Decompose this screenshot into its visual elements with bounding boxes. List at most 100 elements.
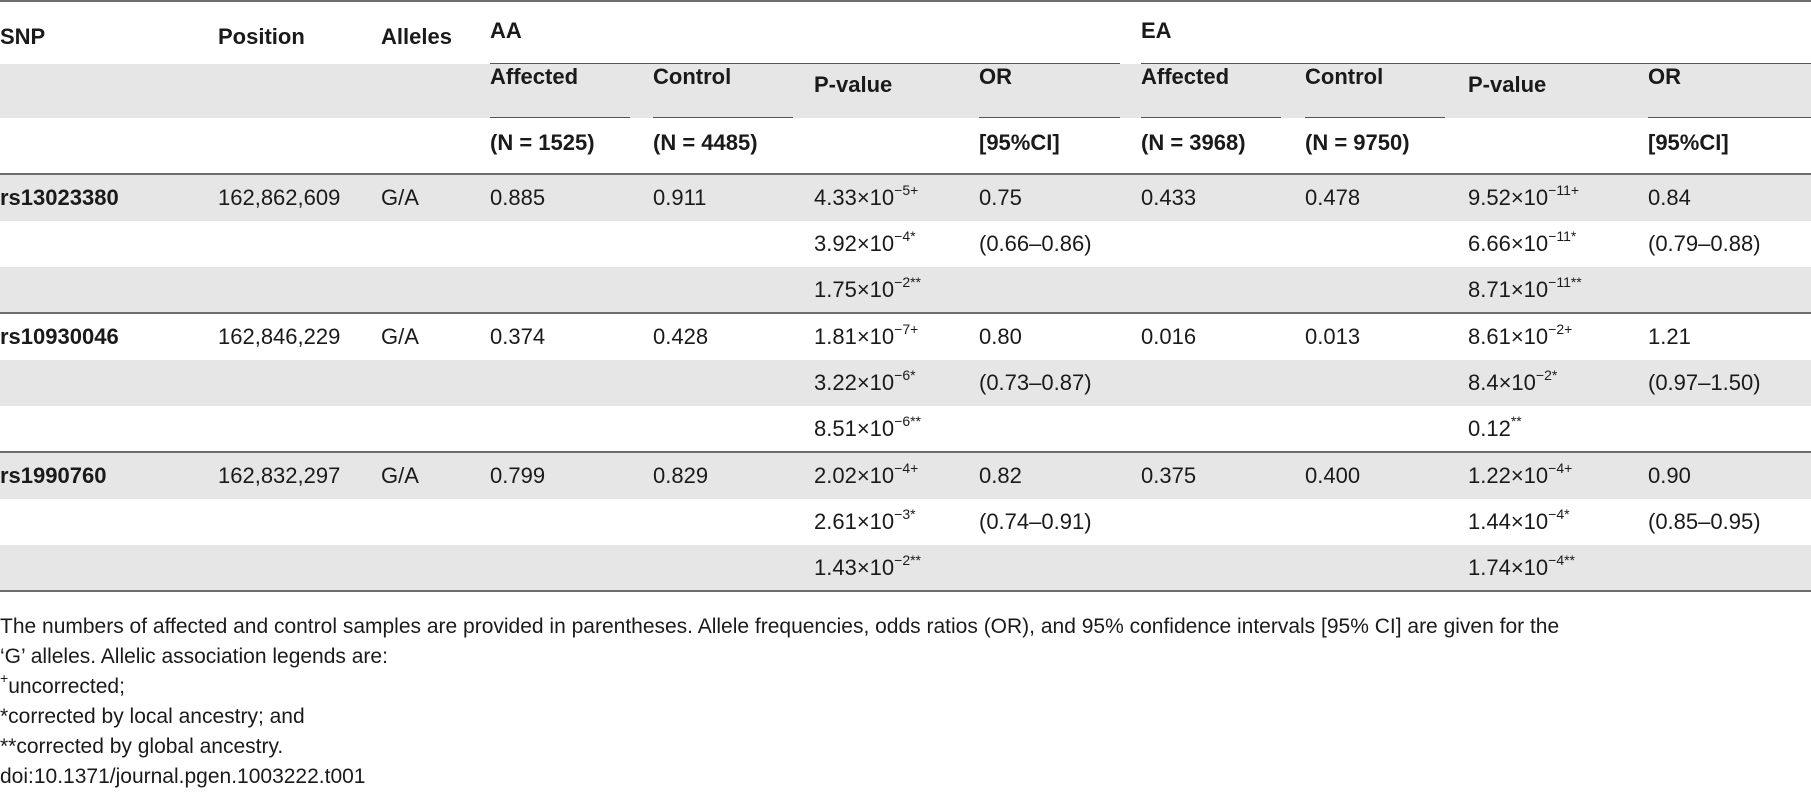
ea-control-value: 0.013 [1305, 324, 1361, 349]
table-row: 1.43×10−2** 1.74×10−4** [0, 545, 1811, 591]
alleles-value: G/A [381, 324, 419, 349]
doi-link[interactable]: doi:10.1371/journal.pgen.1003222.t001 [0, 765, 366, 788]
aa-control-value: 0.829 [653, 463, 709, 488]
alleles-value: G/A [381, 185, 419, 210]
header-row-3: (N = 1525) (N = 4485) [95%CI] (N = 3968)… [0, 118, 1811, 173]
ea-ci-value: (0.97–1.50) [1648, 370, 1761, 395]
header-aa-control: Control [653, 64, 732, 89]
header-row-1: SNP Position Alleles AA EA [0, 2, 1811, 64]
aa-control-rule [653, 117, 793, 118]
aa-or-value: 0.82 [979, 463, 1022, 488]
position-value: 162,832,297 [218, 463, 341, 488]
aa-pvalue-global: 1.43×10−2** [814, 551, 921, 580]
header-aa-or: OR [979, 64, 1012, 89]
header-ea-ci: [95%CI] [1648, 130, 1729, 155]
header-ea-affected: Affected [1141, 64, 1230, 89]
aa-span-rule [490, 63, 1120, 64]
aa-pvalue-global: 1.75×10−2** [814, 273, 921, 302]
header-aa: AA [490, 18, 522, 43]
ea-span-rule [1141, 63, 1811, 64]
ea-or-value: 1.21 [1648, 324, 1691, 349]
ea-ci-value: (0.79–0.88) [1648, 231, 1761, 256]
aa-pvalue-local: 3.92×10−4* [814, 227, 916, 256]
header-aa-ci: [95%CI] [979, 130, 1060, 155]
ea-pvalue-local: 8.4×10−2* [1468, 366, 1558, 395]
table-row: rs1990760 162,832,297 G/A 0.799 0.829 2.… [0, 453, 1811, 499]
table-footnotes: The numbers of affected and control samp… [0, 612, 1811, 792]
ea-affected-value: 0.375 [1141, 463, 1197, 488]
position-value: 162,846,229 [218, 324, 341, 349]
aa-pvalue-local: 3.22×10−6* [814, 366, 916, 395]
ea-or-value: 0.90 [1648, 463, 1691, 488]
aa-ci-value: (0.73–0.87) [979, 370, 1092, 395]
ea-pvalue-local: 6.66×10−11* [1468, 227, 1577, 256]
aa-affected-value: 0.374 [490, 324, 546, 349]
ea-control-value: 0.400 [1305, 463, 1361, 488]
table-row: 8.51×10−6** 0.12** [0, 406, 1811, 452]
table-bottom-rule [0, 590, 1811, 592]
aa-pvalue-uncorrected: 4.33×10−5+ [814, 181, 919, 210]
header-aa-pvalue: P-value [814, 72, 893, 97]
ea-or-value: 0.84 [1648, 185, 1691, 210]
alleles-value: G/A [381, 463, 419, 488]
snp-id: rs10930046 [0, 324, 119, 349]
table-row: 3.22×10−6* (0.73–0.87) 8.4×10−2* (0.97–1… [0, 360, 1811, 406]
ea-pvalue-global: 0.12** [1468, 412, 1522, 441]
table-row: rs10930046 162,846,229 G/A 0.374 0.428 1… [0, 314, 1811, 360]
footnote-global: **corrected by global ancestry. [0, 735, 284, 758]
header-ea-or: OR [1648, 64, 1681, 89]
group-rule [0, 312, 1811, 314]
ea-pvalue-uncorrected: 1.22×10−4+ [1468, 459, 1573, 488]
header-aa-affected: Affected [490, 64, 579, 89]
footnote-local: *corrected by local ancestry; and [0, 705, 305, 728]
aa-pvalue-uncorrected: 1.81×10−7+ [814, 320, 919, 349]
table-top-rule [0, 0, 1811, 2]
ea-affected-value: 0.433 [1141, 185, 1197, 210]
snp-id: rs1990760 [0, 463, 107, 488]
aa-ci-value: (0.66–0.86) [979, 231, 1092, 256]
aa-control-value: 0.428 [653, 324, 709, 349]
ea-control-rule [1305, 117, 1445, 118]
aa-ci-value: (0.74–0.91) [979, 509, 1092, 534]
ea-ci-value: (0.85–0.95) [1648, 509, 1761, 534]
aa-pvalue-local: 2.61×10−3* [814, 505, 916, 534]
table-row: 2.61×10−3* (0.74–0.91) 1.44×10−4* (0.85–… [0, 499, 1811, 545]
aa-or-rule [979, 117, 1120, 118]
header-alleles: Alleles [381, 24, 452, 49]
ea-pvalue-uncorrected: 9.52×10−11+ [1468, 181, 1580, 210]
ea-pvalue-global: 8.71×10−11** [1468, 273, 1582, 302]
aa-or-value: 0.80 [979, 324, 1022, 349]
header-ea-control-n: (N = 9750) [1305, 130, 1410, 155]
position-value: 162,862,609 [218, 185, 341, 210]
footnote-line: The numbers of affected and control samp… [0, 615, 1560, 638]
ea-pvalue-uncorrected: 8.61×10−2+ [1468, 320, 1573, 349]
ea-affected-rule [1141, 117, 1281, 118]
ea-affected-value: 0.016 [1141, 324, 1197, 349]
header-snp: SNP [0, 24, 46, 49]
aa-pvalue-uncorrected: 2.02×10−4+ [814, 459, 919, 488]
aa-affected-value: 0.799 [490, 463, 546, 488]
aa-affected-rule [490, 117, 630, 118]
aa-or-value: 0.75 [979, 185, 1022, 210]
header-ea-pvalue: P-value [1468, 72, 1547, 97]
ea-pvalue-global: 1.74×10−4** [1468, 551, 1575, 580]
header-row-2: Affected Control P-value OR Affected Con… [0, 64, 1811, 118]
header-position: Position [218, 24, 305, 49]
table-row: 1.75×10−2** 8.71×10−11** [0, 267, 1811, 313]
table-row: 3.92×10−4* (0.66–0.86) 6.66×10−11* (0.79… [0, 221, 1811, 267]
table-row: rs13023380 162,862,609 G/A 0.885 0.911 4… [0, 175, 1811, 221]
aa-pvalue-global: 8.51×10−6** [814, 412, 921, 441]
aa-affected-value: 0.885 [490, 185, 546, 210]
ea-or-rule [1648, 117, 1811, 118]
header-aa-control-n: (N = 4485) [653, 130, 758, 155]
footnote-uncorrected: +uncorrected; [0, 670, 125, 698]
ea-pvalue-local: 1.44×10−4* [1468, 505, 1570, 534]
header-aa-affected-n: (N = 1525) [490, 130, 595, 155]
footnote-line: ‘G’ alleles. Allelic association legends… [0, 645, 388, 668]
aa-control-value: 0.911 [653, 185, 707, 210]
header-ea-control: Control [1305, 64, 1384, 89]
header-ea-affected-n: (N = 3968) [1141, 130, 1246, 155]
group-rule [0, 451, 1811, 453]
ea-control-value: 0.478 [1305, 185, 1361, 210]
header-ea: EA [1141, 18, 1172, 43]
